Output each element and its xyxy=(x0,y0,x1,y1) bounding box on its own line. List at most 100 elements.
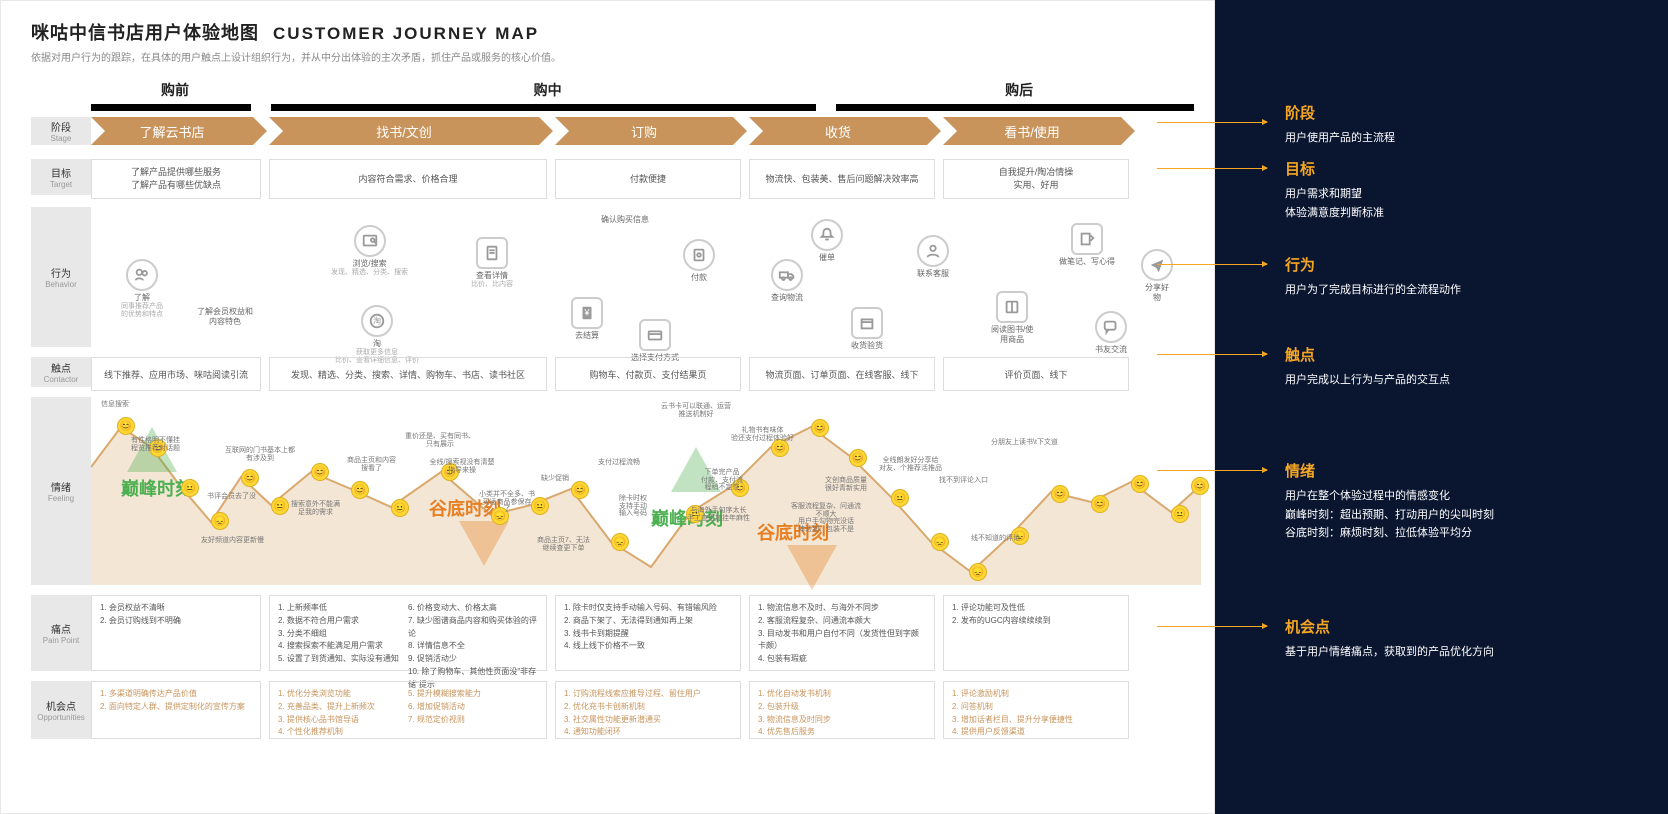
feeling-note: 分朋友上读书\t下文道 xyxy=(991,439,1058,447)
legend-section: 情绪用户在整个体验过程中的情感变化巅峰时刻：超出预期、打动用户的尖叫时刻谷底时刻… xyxy=(1285,460,1638,543)
legend-section: 行为用户为了完成目标进行的全流程动作 xyxy=(1285,254,1638,300)
emoji-happy: 😊 xyxy=(117,417,135,435)
pain-box: 1. 除卡时仅支持手动输入号码、有错输风险2. 商品下架了、无法得到通知再上架3… xyxy=(555,595,741,671)
legend-desc: 用户完成以上行为与产品的交互点 xyxy=(1285,371,1638,390)
legend-arrow xyxy=(1157,122,1267,123)
feeling-note: 重价还是、买有同书、只有展示 xyxy=(405,433,475,448)
legend-title: 阶段 xyxy=(1285,102,1638,123)
emoji-neutral: 😐 xyxy=(271,497,289,515)
legend-arrow xyxy=(1157,168,1267,169)
contactor-box: 评价页面、线下 xyxy=(943,357,1129,391)
phase-bar xyxy=(836,104,1194,111)
feeling-note: 文创商品质量很好青新实用 xyxy=(825,477,867,492)
behavior-row: 了解同事推荐产品的优势和特点了解会员权益和内容特色 浏览/搜索发现、精选、分类、搜… xyxy=(91,207,1214,347)
row-label-contactor: 触点 Contactor xyxy=(31,357,91,387)
title-cn: 咪咕中信书店用户体验地图 xyxy=(31,23,259,43)
receive-icon xyxy=(851,307,883,339)
phase-bar xyxy=(91,104,251,111)
legend-title: 情绪 xyxy=(1285,460,1638,481)
feeling-note: 支付过程流畅 xyxy=(598,459,640,467)
checkout-icon: ¥ xyxy=(571,297,603,329)
contactors-row: 线下推荐、应用市场、咪咕阅读引流发现、精选、分类、搜索、详情、购物车、书店、读书… xyxy=(91,357,1214,391)
behavior-node-note: 做笔记、写心得 xyxy=(1059,223,1115,267)
feeling-note: 搜索意外不能满足我的需求 xyxy=(291,501,340,516)
behavior-node-read: 阅读图书/使用商品 xyxy=(991,291,1033,344)
read-icon xyxy=(996,291,1028,323)
legend-desc: 用户需求和期望体验满意度判断标准 xyxy=(1285,185,1638,222)
behavior-node-browse: 浏览/搜索发现、精选、分类、搜索 xyxy=(331,225,408,277)
valley-triangle xyxy=(459,521,509,566)
valley-triangle xyxy=(787,545,837,590)
row-label-target: 目标 Target xyxy=(31,159,91,195)
behavior-node-learn: 了解同事推荐产品的优势和特点 xyxy=(121,259,163,319)
target-box: 内容符合需求、价格合理 xyxy=(269,159,547,199)
reminder-icon xyxy=(811,219,843,251)
feeling-note: 互联网的门书基本上都有涉及到 xyxy=(225,447,295,462)
opportunities-row: 1. 多渠道明确传达产品价值2. 面向特定人群、提供定制化的宣传方案1. 优化分… xyxy=(91,681,1214,739)
feeling-note: 信息搜索 xyxy=(101,401,129,409)
target-box: 付款便捷 xyxy=(555,159,741,199)
title-en: CUSTOMER JOURNEY MAP xyxy=(273,24,539,43)
stage-arrow: 收货 xyxy=(749,117,927,145)
emoji-happy: 😊 xyxy=(811,419,829,437)
target-box: 自我提升/陶冶情操实用、好用 xyxy=(943,159,1129,199)
stage-arrow: 了解云书店 xyxy=(91,117,253,145)
feeling-note: 除卡时权支持手动输入号码 xyxy=(619,495,647,518)
phase-label: 购后 xyxy=(836,80,1202,100)
opportunity-box: 1. 订购流程线索应推导过程、留住用户2. 优化充书卡创新机制3. 社交属性功能… xyxy=(555,681,741,739)
feeling-note: 与海外手勾序太长手工查更加挂年麻性 xyxy=(687,507,750,522)
stage-arrow: 找书/文创 xyxy=(269,117,539,145)
feeling-note: 线不知道的评论 xyxy=(971,535,1020,543)
emoji-sad: 😞 xyxy=(969,563,987,581)
behavior-node-logistics: 查询物流 xyxy=(771,259,803,303)
row-label-pain: 痛点 Pain Point xyxy=(31,595,91,671)
feeling-note: 缺少促销 xyxy=(541,475,569,483)
emoji-neutral: 😐 xyxy=(181,479,199,497)
contactor-box: 购物车、付款页、支付结果页 xyxy=(555,357,741,391)
phase-bars: 购前购中购后 xyxy=(91,80,1214,111)
legend-desc: 基于用户情绪痛点，获取到的产品优化方向 xyxy=(1285,643,1638,662)
emoji-happy: 😊 xyxy=(241,469,259,487)
targets-row: 了解产品提供哪些服务了解产品有哪些优缺点内容符合需求、价格合理付款便捷物流快、包… xyxy=(91,159,1214,199)
opportunity-box: 1. 优化自动发书机制2. 包装升级3. 物流信息及时同步4. 优先售后服务 xyxy=(749,681,935,739)
pay-icon xyxy=(683,239,715,271)
svg-text:淘: 淘 xyxy=(373,316,381,326)
emoji-neutral: 😐 xyxy=(391,499,409,517)
feeling-note: 全线朗发好分享给对友、个推荐活推品 xyxy=(879,457,942,472)
phase-bar xyxy=(271,104,816,111)
emoji-neutral: 😐 xyxy=(1171,505,1189,523)
feeling-note: 友好频道内容更新慢 xyxy=(201,537,264,545)
feeling-note: 客服流程复杂、问通流不顺大用户手勾物完没话体验到、包装不是 xyxy=(791,503,861,534)
behavior-node-checkout: ¥去结算 xyxy=(571,297,603,341)
opportunity-box: 1. 多渠道明确传达产品价值2. 面向特定人群、提供定制化的宣传方案 xyxy=(91,681,261,739)
emoji-happy: 😊 xyxy=(571,481,589,499)
behavior-node-share: 分享好物 xyxy=(1141,249,1173,302)
legend-panel: 阶段用户使用产品的主流程目标用户需求和期望体验满意度判断标准行为用户为了完成目标… xyxy=(1215,0,1668,814)
behavior-node-receive: 收货验货 xyxy=(851,307,883,351)
emoji-happy: 😊 xyxy=(1131,475,1149,493)
row-label-behavior: 行为 Behavior xyxy=(31,207,91,347)
emoji-sad: 😞 xyxy=(611,533,629,551)
legend-title: 触点 xyxy=(1285,344,1638,365)
opportunity-box: 1. 优化分类浏览功能2. 充善品类、提升上新频次3. 提供核心品书馆导语4. … xyxy=(269,681,547,739)
legend-title: 机会点 xyxy=(1285,616,1638,637)
feeling-note: 下单完产品付款、支付流程稍不定性 xyxy=(701,469,743,492)
feeling-note: 云书卡可以联通、运营推送机制好 xyxy=(661,403,731,418)
behavior-node-learn2: 了解会员权益和内容特色 xyxy=(197,307,253,326)
subtitle: 依据对用户行为的跟踪，在具体的用户触点上设计组织行为，并从中分出体验的主次矛盾，… xyxy=(31,49,1214,64)
emoji-happy: 😊 xyxy=(1191,477,1209,495)
emoji-happy: 😊 xyxy=(1051,485,1069,503)
friends-icon xyxy=(1095,311,1127,343)
emoji-sad: 😞 xyxy=(211,512,229,530)
svg-text:¥: ¥ xyxy=(583,308,590,318)
opportunity-box: 1. 评论激励机制2. 问答机制3. 增加话者栏目、提升分享便捷性4. 提供用户… xyxy=(943,681,1129,739)
behavior-node-reminder: 催单 xyxy=(811,219,843,263)
legend-title: 目标 xyxy=(1285,158,1638,179)
stage-arrow: 看书/使用 xyxy=(943,117,1121,145)
pain-box: 1. 会员权益不清晰2. 会员订购线到不明确 xyxy=(91,595,261,671)
tao-icon: 淘 xyxy=(361,305,393,337)
legend-desc: 用户为了完成目标进行的全流程动作 xyxy=(1285,281,1638,300)
legend-desc: 用户在整个体验过程中的情感变化巅峰时刻：超出预期、打动用户的尖叫时刻谷底时刻：麻… xyxy=(1285,487,1638,543)
legend-arrow xyxy=(1157,264,1267,265)
legend-section: 阶段用户使用产品的主流程 xyxy=(1285,102,1638,148)
